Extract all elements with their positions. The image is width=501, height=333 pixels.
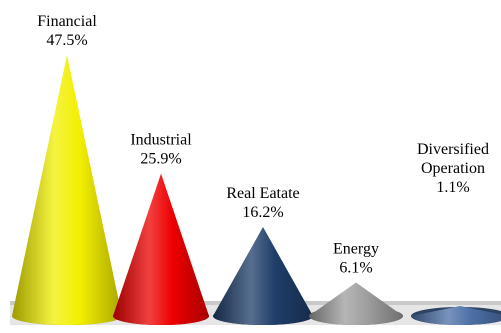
cone-body-real-eatate	[213, 226, 313, 325]
category-label-industrial: Industrial	[130, 132, 192, 149]
category-label-diversified-operation: Diversified	[417, 141, 489, 158]
value-label-industrial: 25.9%	[140, 151, 181, 168]
cone-body-industrial	[113, 173, 209, 325]
data-label-diversified-operation: Diversified Operation 1.1%	[417, 141, 489, 196]
cone-financial	[12, 55, 122, 325]
value-label-financial: 47.5%	[46, 32, 87, 49]
cone-industrial	[113, 173, 209, 325]
cone-body-financial	[12, 55, 122, 325]
data-label-energy: Energy 6.1%	[333, 240, 379, 276]
cone-body-energy	[309, 282, 403, 325]
labels-group: Financial 47.5% Industrial 25.9% Real Eatate…	[37, 13, 489, 276]
cone-energy	[309, 282, 403, 325]
data-label-industrial: Industrial 25.9%	[130, 132, 192, 168]
cones-group	[12, 55, 501, 325]
cone-diversified-operation	[411, 306, 501, 325]
category-label-real-eatate: Real Eatate	[226, 185, 299, 202]
data-label-real-eatate: Real Eatate 16.2%	[226, 185, 299, 221]
value-label-diversified-operation: 1.1%	[436, 179, 469, 196]
value-label-energy: 6.1%	[339, 259, 372, 276]
data-label-financial: Financial 47.5%	[37, 13, 97, 49]
category-label-diversified-operation: Operation	[421, 160, 485, 177]
category-label-energy: Energy	[333, 240, 379, 257]
cone-body-diversified-operation	[411, 306, 501, 325]
value-label-real-eatate: 16.2%	[242, 204, 283, 221]
cone-real-eatate	[213, 226, 313, 325]
category-label-financial: Financial	[37, 13, 97, 30]
